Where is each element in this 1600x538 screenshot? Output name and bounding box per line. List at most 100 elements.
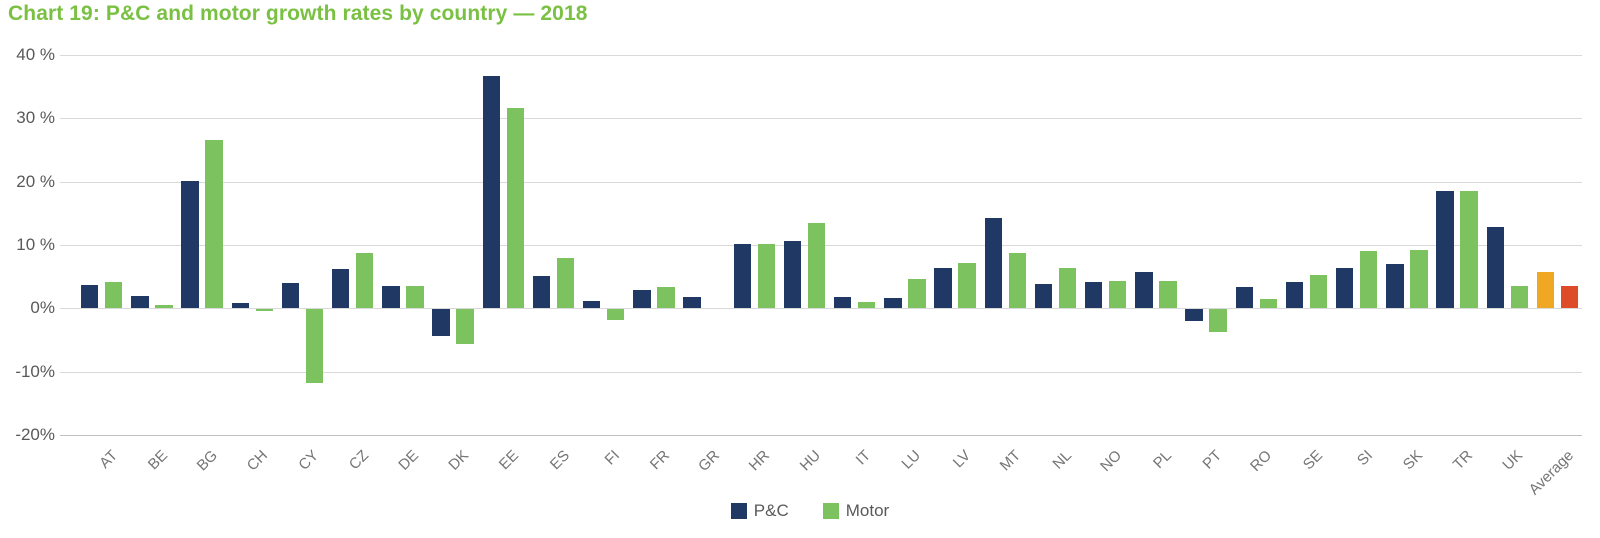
bar-SK-motor <box>1410 250 1428 309</box>
bar-HU-pnc <box>783 241 802 309</box>
y-axis-tick-label: 30 % <box>16 108 55 128</box>
x-axis-label-UK: UK <box>1499 447 1527 474</box>
x-axis-label-AT: AT <box>95 447 121 472</box>
pnc-swatch-icon <box>730 503 747 519</box>
x-axis-label-SI: SI <box>1353 447 1376 470</box>
bar-RO-pnc <box>1235 287 1254 309</box>
bar-SK-pnc <box>1386 263 1404 309</box>
bar-NO-pnc <box>1084 282 1103 309</box>
bar-DE-motor <box>406 286 424 309</box>
bar-RO-motor <box>1259 298 1278 309</box>
legend-label-pnc: P&C <box>753 501 789 520</box>
bar-AT-pnc <box>80 284 99 309</box>
x-axis-label-PL: PL <box>1149 447 1175 473</box>
bar-DK-motor <box>456 309 474 344</box>
bar-UK-pnc <box>1486 227 1505 309</box>
bar-CH-pnc <box>231 302 250 309</box>
bar-PT-motor <box>1209 309 1227 333</box>
x-axis-label-ES: ES <box>546 447 573 474</box>
bar-SI-motor <box>1359 251 1378 309</box>
bar-BE-pnc <box>131 296 149 309</box>
x-axis-label-BE: BE <box>144 447 171 474</box>
bar-Average-motor <box>1560 286 1579 309</box>
x-axis-label-CZ: CZ <box>345 447 372 474</box>
bar-PT-pnc <box>1185 309 1203 322</box>
bar-PL-motor <box>1159 281 1177 309</box>
bar-SE-pnc <box>1285 281 1304 309</box>
bar-AT-motor <box>104 281 123 309</box>
bar-MT-pnc <box>984 218 1003 309</box>
chart-title: Chart 19: P&C and motor growth rates by … <box>8 2 588 25</box>
bar-SI-pnc <box>1335 267 1354 309</box>
bar-SE-motor <box>1309 275 1328 309</box>
bar-DK-pnc <box>432 309 450 336</box>
y-axis-tick-label: -10% <box>15 361 55 381</box>
bar-HU-motor <box>807 223 826 309</box>
bar-EE-motor <box>506 108 525 309</box>
x-axis-label-GR: GR <box>695 447 724 475</box>
bar-PL-pnc <box>1135 272 1153 309</box>
bar-TR-motor <box>1460 191 1478 309</box>
bar-FR-pnc <box>633 289 651 309</box>
bar-FR-motor <box>657 286 675 309</box>
bar-NL-pnc <box>1034 284 1053 309</box>
bar-MT-motor <box>1008 253 1027 309</box>
bar-BE-motor <box>155 305 173 309</box>
bar-UK-motor <box>1510 286 1529 309</box>
motor-swatch-icon <box>822 503 839 519</box>
x-axis-label-SE: SE <box>1299 447 1326 474</box>
x-axis-label-CH: CH <box>243 447 272 475</box>
y-axis-tick-label: 20 % <box>16 171 55 191</box>
bar-IT-motor <box>857 301 876 309</box>
gridline-30 <box>60 118 1582 120</box>
bar-GR-pnc <box>683 296 701 309</box>
bar-CY-motor <box>305 309 324 384</box>
legend-item-pnc: P&C <box>730 501 789 521</box>
gridline--20 <box>60 434 1582 436</box>
bar-CZ-motor <box>355 253 374 309</box>
x-axis-label-FR: FR <box>646 447 673 474</box>
y-axis-tick-label: 0% <box>30 298 55 318</box>
bar-ES-pnc <box>532 276 551 309</box>
x-axis-label-Average: Average <box>1525 447 1577 499</box>
legend: P&C Motor <box>0 501 1600 521</box>
bar-IT-pnc <box>833 296 852 309</box>
y-axis-tick-label: -20% <box>15 424 55 444</box>
bar-Average-pnc <box>1536 272 1555 309</box>
bar-HR-motor <box>757 244 776 309</box>
x-axis-label-NO: NO <box>1096 447 1125 475</box>
bar-DE-pnc <box>382 286 400 309</box>
x-axis-label-CY: CY <box>294 447 322 474</box>
bar-FI-pnc <box>582 300 601 309</box>
bar-HR-pnc <box>733 244 752 309</box>
bar-TR-pnc <box>1436 191 1454 309</box>
y-axis-tick-label: 40 % <box>16 45 55 64</box>
x-axis-label-MT: MT <box>996 447 1025 475</box>
x-axis-label-BG: BG <box>193 447 222 475</box>
x-axis-label-FI: FI <box>601 447 623 469</box>
bar-CZ-pnc <box>331 269 350 309</box>
legend-label-motor: Motor <box>845 501 890 520</box>
x-axis-label-LV: LV <box>949 447 975 472</box>
x-axis-label-TR: TR <box>1449 447 1477 474</box>
bar-BG-motor <box>205 140 223 309</box>
x-axis-label-EE: EE <box>496 447 523 474</box>
bar-ES-motor <box>556 257 575 309</box>
x-axis-label-PT: PT <box>1199 447 1226 473</box>
bar-NL-motor <box>1058 268 1077 309</box>
gridline-0 <box>60 308 1582 310</box>
x-axis-label-RO: RO <box>1247 447 1276 475</box>
gridline-40 <box>60 55 1582 56</box>
bar-LU-motor <box>908 279 926 309</box>
bar-CY-pnc <box>281 282 300 309</box>
y-axis-tick-label: 10 % <box>16 234 55 254</box>
bar-NO-motor <box>1108 281 1127 309</box>
x-axis-label-IT: IT <box>852 447 874 469</box>
bar-LV-pnc <box>934 268 952 309</box>
bar-CH-motor <box>255 309 274 312</box>
x-axis-label-LU: LU <box>898 447 924 473</box>
legend-item-motor: Motor <box>822 501 890 521</box>
bar-EE-pnc <box>482 75 501 309</box>
